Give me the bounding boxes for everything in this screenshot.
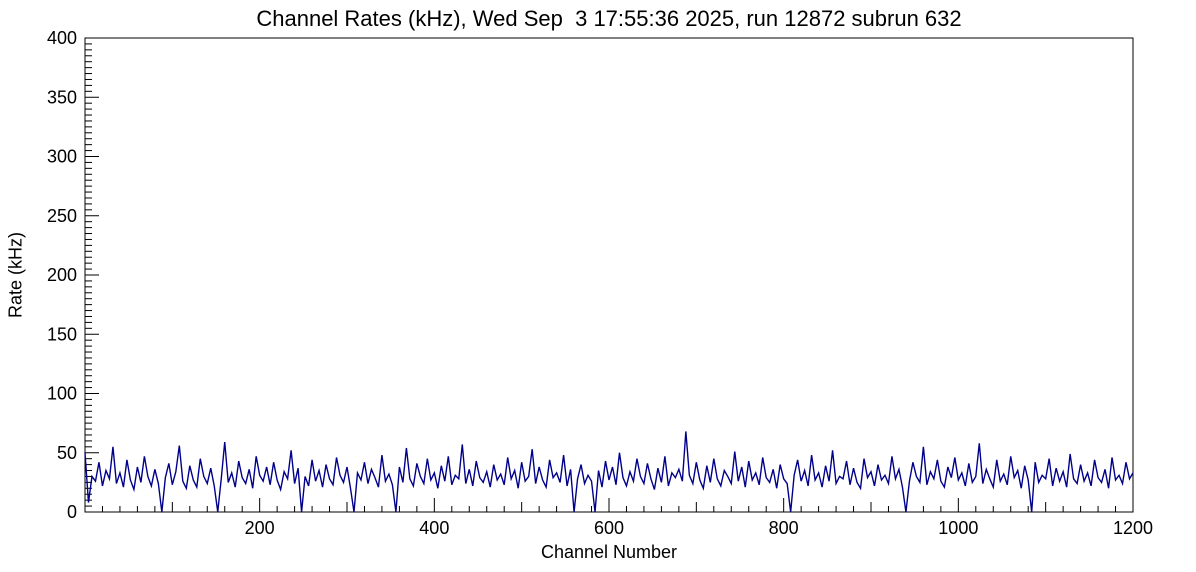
y-tick-label: 0 — [67, 502, 77, 522]
x-tick-label: 1000 — [938, 518, 978, 538]
y-tick-labels: 0 50 100 150 200 250 300 350 400 — [47, 28, 77, 522]
y-tick-label: 50 — [57, 443, 77, 463]
x-tick-labels: 200 400 600 800 1000 1200 — [245, 518, 1153, 538]
x-tick-label: 1200 — [1113, 518, 1153, 538]
y-tick-label: 150 — [47, 324, 77, 344]
rates-series-line — [84, 431, 1134, 513]
plot-frame — [84, 37, 1134, 513]
x-axis-title: Channel Number — [540, 542, 678, 562]
x-axis-ticks — [84, 498, 1134, 512]
x-tick-label: 800 — [769, 518, 799, 538]
y-axis-title: Rate (kHz) — [5, 231, 26, 319]
y-tick-label: 200 — [47, 265, 77, 285]
y-tick-label: 250 — [47, 206, 77, 226]
x-tick-label: 400 — [419, 518, 449, 538]
y-axis-ticks — [85, 37, 99, 513]
x-tick-label: 600 — [594, 518, 624, 538]
y-tick-label: 350 — [47, 87, 77, 107]
y-tick-label: 400 — [47, 28, 77, 48]
chart-title: Channel Rates (kHz), Wed Sep 3 17:55:36 … — [256, 6, 962, 31]
y-tick-label: 300 — [47, 147, 77, 167]
y-tick-label: 100 — [47, 384, 77, 404]
x-tick-label: 200 — [245, 518, 275, 538]
